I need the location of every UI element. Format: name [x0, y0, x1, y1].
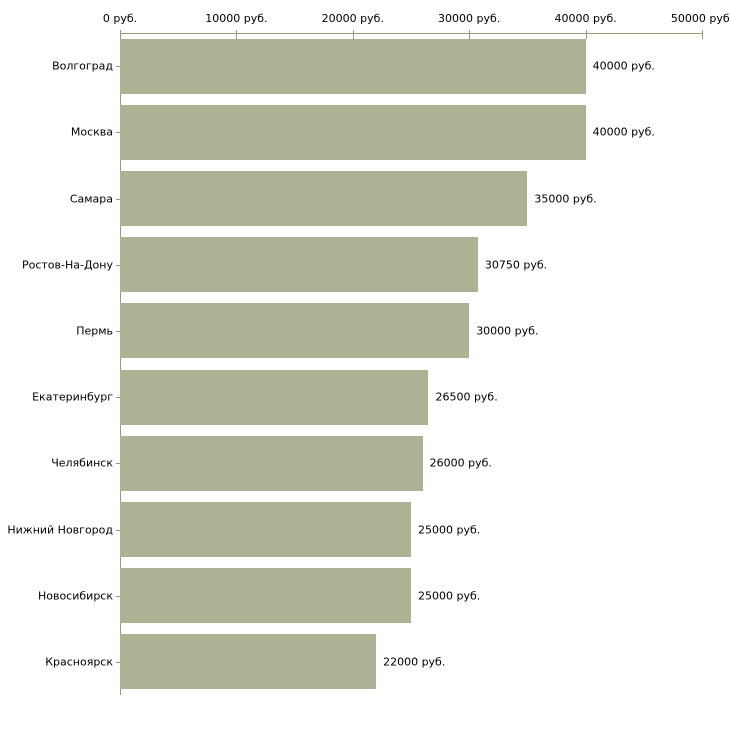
bar-band: 26500 руб. — [120, 369, 702, 425]
x-axis-tick — [352, 30, 354, 39]
y-axis-tick — [116, 463, 121, 465]
category-axis-labels: Волгоград Москва Самара Ростов-На-Дону Пермь… — [0, 33, 113, 695]
x-axis-tick-label: 10000 руб. — [205, 12, 268, 25]
bar[interactable] — [120, 38, 586, 94]
category-label: Волгоград — [52, 59, 113, 73]
x-axis-tick-label: 30000 руб. — [438, 12, 501, 25]
bar[interactable] — [120, 104, 586, 160]
category-label: Москва — [70, 125, 113, 139]
bar-value-label: 25000 руб. — [418, 589, 481, 603]
category-label: Новосибирск — [37, 589, 113, 603]
y-axis-tick — [116, 595, 121, 597]
bar-value-label: 25000 руб. — [418, 523, 481, 536]
x-axis-tick — [702, 30, 703, 39]
bar[interactable] — [120, 171, 528, 226]
category-label: Ростов-На-Дону — [21, 258, 113, 272]
category-label: Красноярск — [45, 655, 113, 669]
bar-value-label: 26500 руб. — [435, 390, 498, 404]
bar-value-label: 40000 руб. — [592, 59, 655, 73]
y-axis-tick — [116, 264, 121, 266]
y-axis-tick — [116, 661, 121, 663]
x-axis: 0 руб. 10000 руб. 20000 руб. 30000 руб. 4000… — [103, 12, 730, 39]
y-axis-tick — [116, 397, 121, 399]
bar-band: 40000 руб. — [120, 104, 702, 160]
bar[interactable] — [120, 435, 423, 491]
bar-value-label: 22000 руб. — [383, 655, 446, 669]
x-axis-tick-label: 20000 руб. — [321, 12, 384, 25]
bar-band: 26000 руб. — [120, 435, 702, 491]
category-label: Нижний Новгород — [7, 523, 113, 536]
bar-band: 40000 руб. — [120, 38, 702, 94]
x-axis-tick — [469, 30, 471, 39]
bar-value-label: 26000 руб. — [429, 456, 492, 470]
bar-band: 22000 руб. — [120, 634, 702, 690]
bar-value-label: 30000 руб. — [476, 324, 539, 338]
y-axis-tick — [116, 66, 121, 68]
bar[interactable] — [120, 303, 470, 359]
category-label: Челябинск — [51, 456, 113, 470]
x-axis-tick-label: 50000 руб. — [670, 12, 730, 25]
y-axis-tick — [116, 330, 121, 332]
y-axis-tick — [116, 529, 121, 531]
y-axis-tick — [116, 132, 121, 134]
bar-band: 30750 руб. — [120, 237, 702, 293]
x-axis-tick-label: 40000 руб. — [554, 12, 617, 25]
bar[interactable] — [120, 237, 478, 293]
x-axis-tick-label: 0 руб. — [102, 12, 138, 25]
category-label: Самара — [69, 192, 113, 205]
bar-band: 25000 руб. — [120, 568, 702, 624]
bar-band: 30000 руб. — [120, 303, 702, 359]
bar-value-label: 30750 руб. — [484, 258, 548, 272]
bar-value-label: 35000 руб. — [534, 192, 597, 205]
y-axis — [116, 33, 121, 695]
plot-area: 40000 руб. 40000 руб. 35000 руб. 30750 руб.… — [120, 33, 702, 695]
bar[interactable] — [120, 634, 377, 690]
category-label: Пермь — [76, 324, 113, 338]
x-axis-tick — [585, 30, 587, 39]
bar[interactable] — [120, 502, 411, 557]
x-axis-tick — [236, 30, 238, 39]
y-axis-tick — [116, 198, 121, 200]
bar-band: 35000 руб. — [120, 171, 702, 226]
x-axis-tick — [120, 30, 121, 39]
bar[interactable] — [120, 369, 429, 425]
bar-value-label: 40000 руб. — [592, 125, 655, 139]
category-label: Екатеринбург — [32, 390, 113, 404]
bar[interactable] — [120, 568, 411, 624]
bar-band: 25000 руб. — [120, 502, 702, 557]
